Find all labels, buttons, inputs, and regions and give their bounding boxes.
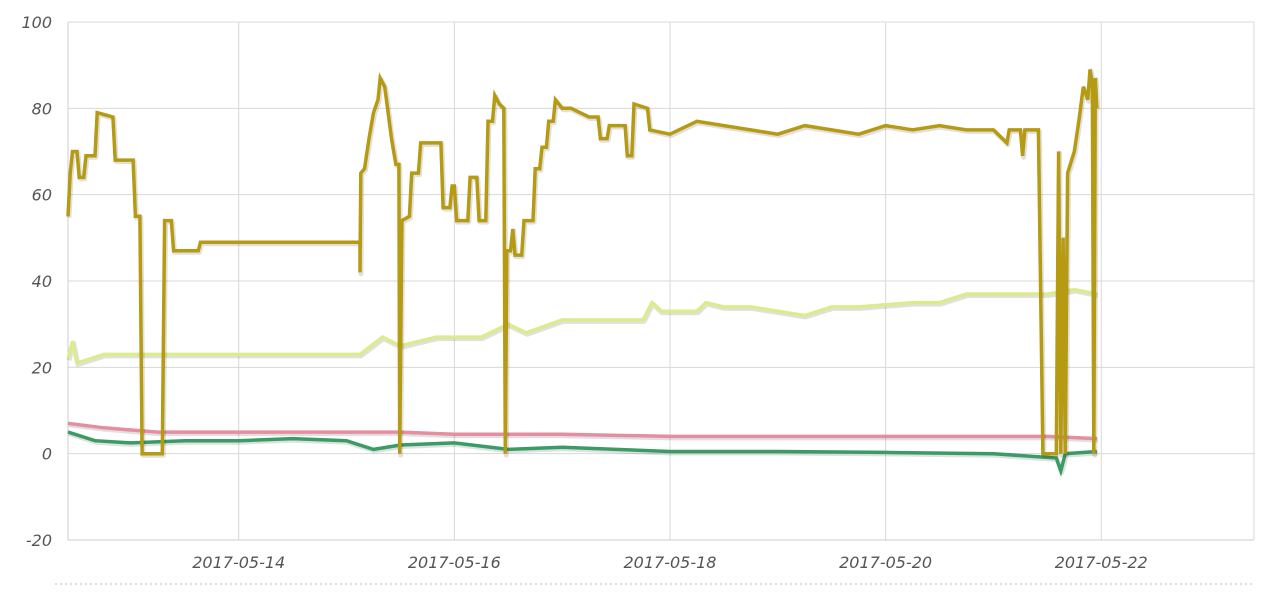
y-tick-label: -20 <box>26 531 52 550</box>
series-line-2 <box>67 421 1097 441</box>
grid-layer <box>55 21 1255 585</box>
x-tick-label: 2017-05-14 <box>192 553 285 572</box>
x-tick-label: 2017-05-18 <box>623 553 716 572</box>
series-line-3 <box>67 430 1097 477</box>
y-tick-label: 60 <box>32 186 52 205</box>
series-line-0 <box>66 69 1099 456</box>
y-tick-label: 100 <box>21 13 52 32</box>
series-line-1 <box>66 287 1098 366</box>
axis-layer: 100 80 60 40 20 0 -20 2017-05-14 2017-05-16 2017-… <box>21 13 1147 572</box>
series-layer <box>66 68 1101 477</box>
series-line-shadow <box>66 68 1101 458</box>
y-tick-label: 0 <box>42 445 52 464</box>
x-tick-label: 2017-05-22 <box>1055 553 1148 572</box>
y-tick-label: 80 <box>32 99 52 118</box>
y-tick-label: 20 <box>32 358 52 377</box>
x-tick-label: 2017-05-16 <box>408 553 501 572</box>
x-tick-label: 2017-05-20 <box>839 553 932 572</box>
y-tick-label: 40 <box>32 272 52 291</box>
